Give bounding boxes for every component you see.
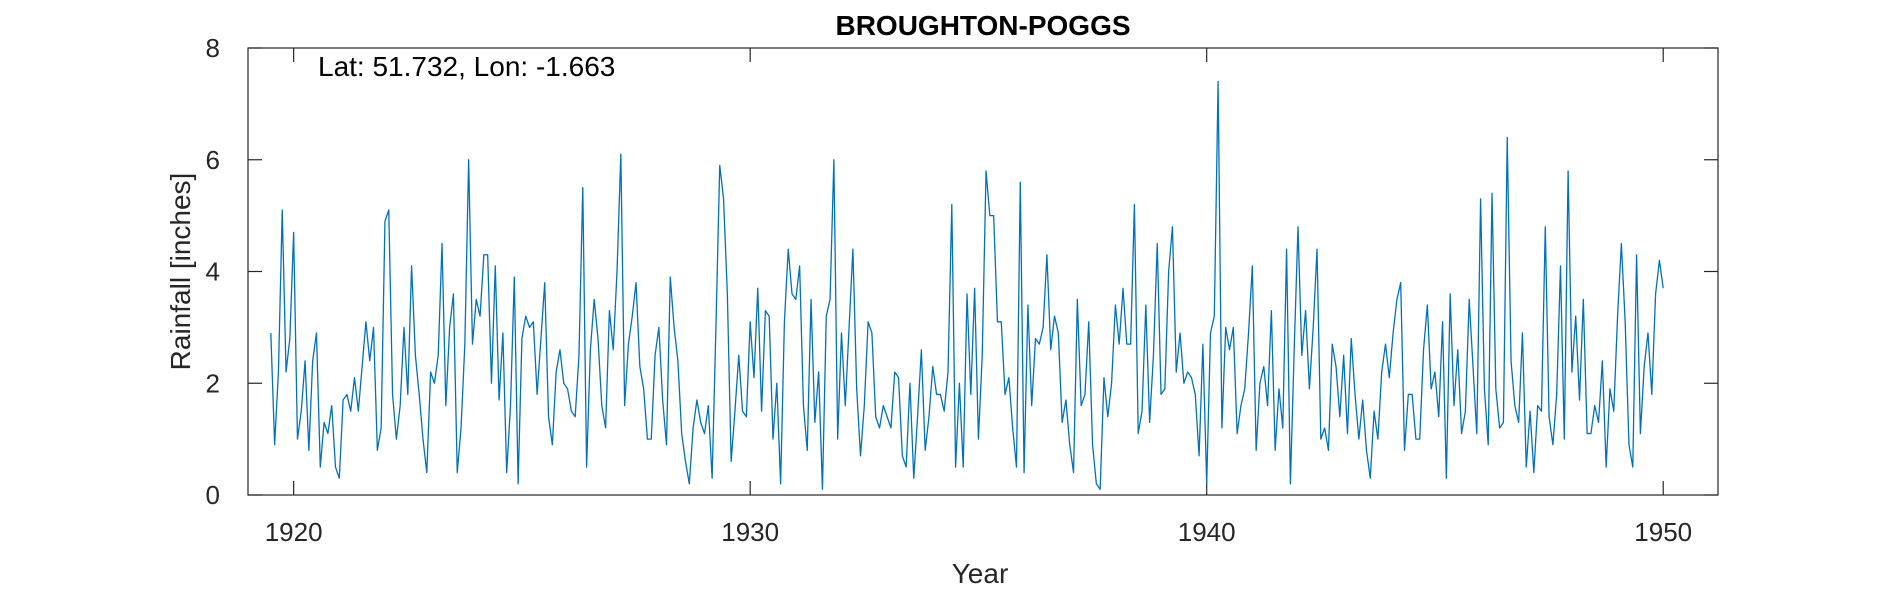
x-tick-label: 1950 [1634,517,1692,547]
y-tick-label: 8 [206,33,220,63]
x-tick-label: 1920 [265,517,323,547]
axis-tick-labels: 1920 1930 1940 1950 0 2 4 6 8 [206,33,1693,547]
x-tick-label: 1930 [721,517,779,547]
rainfall-series-line [270,80,1664,491]
y-axis-label: Rainfall [inches] [165,173,196,371]
y-tick-label: 0 [206,480,220,510]
axis-ticks [248,47,1718,496]
chart-title: BROUGHTON-POGGS [835,10,1130,41]
y-tick-label: 6 [206,145,220,175]
y-tick-label: 4 [206,257,220,287]
plot-area [247,47,1719,496]
x-axis-label: Year [952,558,1009,589]
x-tick-label: 1940 [1178,517,1236,547]
y-tick-label: 2 [206,368,220,398]
location-annotation: Lat: 51.732, Lon: -1.663 [318,51,615,82]
